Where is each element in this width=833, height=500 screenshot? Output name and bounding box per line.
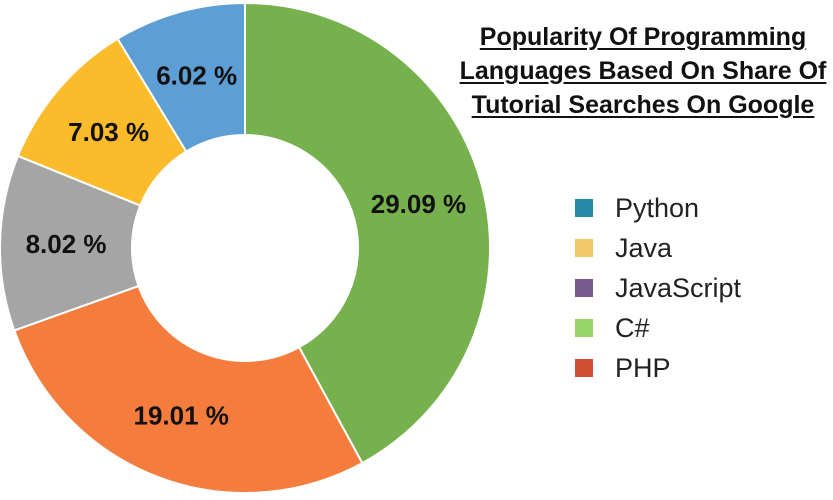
legend-item-python: Python xyxy=(575,188,741,228)
legend-label: C# xyxy=(615,312,650,343)
slice-data-label: 19.01 % xyxy=(134,400,229,430)
donut-slice xyxy=(116,1,246,153)
slice-data-label: 8.02 % xyxy=(26,229,107,259)
chart-legend: Python Java JavaScript C# PHP xyxy=(575,188,741,388)
chart-title: Popularity Of Programming Languages Base… xyxy=(438,20,833,122)
legend-item-php: PHP xyxy=(575,348,741,388)
legend-label: PHP xyxy=(615,352,671,383)
legend-label: Python xyxy=(615,192,700,223)
legend-swatch xyxy=(575,199,593,217)
legend-swatch xyxy=(575,359,593,377)
legend-item-javascript: JavaScript xyxy=(575,268,741,308)
legend-item-csharp: C# xyxy=(575,308,741,348)
slice-data-label: 29.09 % xyxy=(371,189,466,219)
slice-data-label: 6.02 % xyxy=(156,61,237,91)
legend-swatch xyxy=(575,319,593,337)
legend-label: JavaScript xyxy=(615,272,742,303)
chart-title-line: Tutorial Searches On Google xyxy=(471,91,815,119)
chart-title-line: Popularity Of Programming xyxy=(479,23,807,51)
donut-slice xyxy=(13,284,364,494)
legend-swatch xyxy=(575,239,593,257)
legend-label: Java xyxy=(615,232,673,263)
slice-data-label: 7.03 % xyxy=(68,117,149,147)
donut-slice xyxy=(244,1,491,465)
legend-item-java: Java xyxy=(575,228,741,268)
chart-title-line: Languages Based On Share Of xyxy=(459,57,827,85)
legend-swatch xyxy=(575,279,593,297)
